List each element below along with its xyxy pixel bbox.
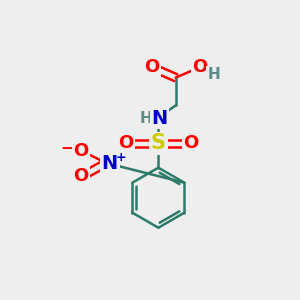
Text: H: H: [140, 110, 153, 125]
Text: S: S: [151, 134, 166, 153]
Text: O: O: [73, 167, 88, 185]
Text: O: O: [183, 134, 198, 152]
Text: H: H: [207, 67, 220, 82]
Text: O: O: [192, 58, 208, 76]
Text: N: N: [102, 154, 118, 172]
Text: O: O: [118, 134, 134, 152]
Text: N: N: [152, 109, 168, 128]
Text: O: O: [73, 142, 88, 160]
Text: +: +: [116, 151, 126, 164]
Text: −: −: [60, 140, 73, 155]
Text: O: O: [144, 58, 159, 76]
